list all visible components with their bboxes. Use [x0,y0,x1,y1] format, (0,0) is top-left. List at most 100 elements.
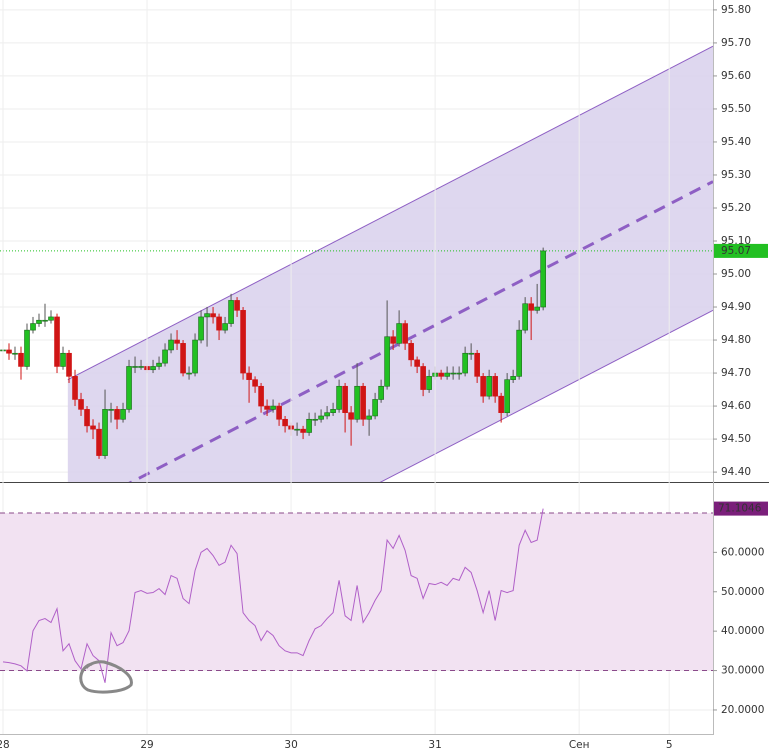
candle-body [372,399,378,417]
hand-drawn-annotation [79,660,133,694]
candle-body [126,366,132,410]
candle-body [516,329,522,377]
candle-body [72,376,78,400]
candle-body [492,376,498,397]
candle-body [324,412,330,417]
candle-body [12,352,18,355]
candle-body [114,409,120,420]
channel-fill [67,46,713,482]
candle-body [366,415,372,420]
y-tick-label: 95.00 [721,268,751,280]
candle-body [174,339,180,344]
candle-body [408,343,414,361]
y-tick-label: 95.60 [721,70,751,82]
y-tick-label: 95.40 [721,136,751,148]
candle-body [150,366,156,371]
y-tick-label: 95.20 [721,202,751,214]
y-tick-label: 94.50 [721,433,751,445]
candle-body [54,316,60,367]
candle-body [240,310,246,374]
y-tick-label: 20.0000 [721,704,764,716]
candle-body [480,376,486,397]
candle-body [156,362,162,367]
candle-body [234,300,240,311]
candle-body [378,385,384,400]
candle-body [246,372,252,380]
candle-body [96,428,102,456]
candle-body [138,366,144,368]
x-tick-label: 28 [0,739,10,751]
x-tick-label: 30 [284,739,297,751]
candle-body [102,409,108,456]
y-tick-label: 94.80 [721,334,751,346]
candle-body [90,425,96,430]
candle-body [456,372,462,375]
candle-body [180,343,186,374]
candle-body [336,385,342,410]
candle-body [276,405,282,420]
rsi-line [2,508,544,683]
panel [0,9,713,482]
y-tick-label: 40.0000 [721,625,764,637]
candle-body [6,349,12,354]
candle-body [198,316,204,341]
candle-body [360,385,366,420]
panel [0,508,713,711]
candle-body [30,323,36,331]
candle-body [384,336,390,387]
candle-body [132,366,138,368]
candle-body [414,359,420,367]
candle-body [312,418,318,421]
x-tick-label: 29 [140,739,153,751]
candle-body [348,412,354,420]
y-tick-label: 95.50 [721,103,751,115]
candle-body [78,399,84,410]
candle-body [420,366,426,390]
last-value-box [714,501,768,516]
candle-body [258,385,264,407]
candle-body [186,372,192,375]
candle-body [48,316,54,321]
candle-body [390,336,396,344]
candle-body [192,339,198,374]
last-price-label: 95.07 [721,245,751,257]
last-value-label: 71.1046 [718,503,762,515]
candle-body [18,352,24,367]
y-tick-label: 30.0000 [721,665,764,677]
candle-body [534,306,540,311]
candle-body [264,405,270,410]
candle-body [438,372,444,377]
candle-body [36,319,42,324]
candle-body [474,352,480,377]
y-tick-label: 94.60 [721,400,751,412]
candle-body [216,316,222,331]
y-tick-label: 95.80 [721,4,751,16]
candle-body [342,385,348,413]
candle-body [168,339,174,351]
candle-body [462,352,468,374]
candle-body [528,303,534,311]
candle-body [330,409,336,413]
x-tick-label: Сен [569,739,590,751]
candle-body [66,352,72,377]
candle-body [60,352,66,367]
candle-body [42,319,48,322]
candle-body [402,323,408,344]
candle-body [396,323,402,344]
y-tick-label: 50.0000 [721,586,764,598]
candle-body [294,428,300,431]
candle-body [498,395,504,413]
candle-body [84,409,90,427]
candle-body [204,313,210,318]
candle-body [228,300,234,324]
candle-body [24,329,30,367]
candle-body [426,376,432,390]
candle-body [270,405,276,410]
channel-upper [67,45,713,381]
y-tick-label: 95.30 [721,169,751,181]
candle-body [486,376,492,397]
candle-body [540,250,546,308]
y-tick-label: 95.70 [721,37,751,49]
x-tick-label: 31 [428,739,441,751]
